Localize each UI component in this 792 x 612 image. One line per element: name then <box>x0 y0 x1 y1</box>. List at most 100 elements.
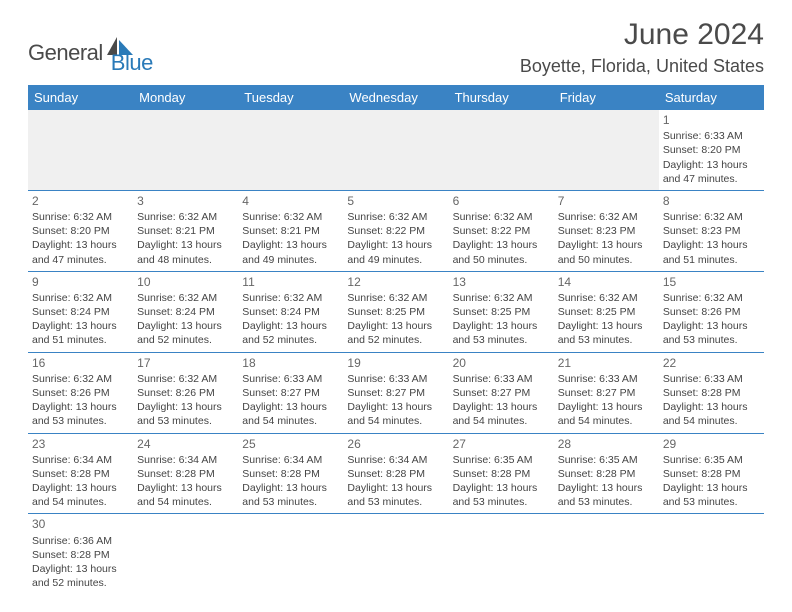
sunrise-text: Sunrise: 6:33 AM <box>347 372 444 386</box>
day-number: 30 <box>32 516 129 532</box>
sunrise-text: Sunrise: 6:35 AM <box>558 453 655 467</box>
calendar-cell: 18Sunrise: 6:33 AMSunset: 8:27 PMDayligh… <box>238 352 343 433</box>
sunrise-text: Sunrise: 6:32 AM <box>32 210 129 224</box>
day-number: 21 <box>558 355 655 371</box>
calendar-cell: 21Sunrise: 6:33 AMSunset: 8:27 PMDayligh… <box>554 352 659 433</box>
day-number: 5 <box>347 193 444 209</box>
calendar-cell: 24Sunrise: 6:34 AMSunset: 8:28 PMDayligh… <box>133 433 238 514</box>
sunset-text: Sunset: 8:25 PM <box>558 305 655 319</box>
calendar-cell: 20Sunrise: 6:33 AMSunset: 8:27 PMDayligh… <box>449 352 554 433</box>
calendar-cell: 10Sunrise: 6:32 AMSunset: 8:24 PMDayligh… <box>133 271 238 352</box>
daylight-text: Daylight: 13 hours and 49 minutes. <box>242 238 339 266</box>
sunrise-text: Sunrise: 6:32 AM <box>242 210 339 224</box>
calendar-cell: 4Sunrise: 6:32 AMSunset: 8:21 PMDaylight… <box>238 190 343 271</box>
sunrise-text: Sunrise: 6:32 AM <box>32 291 129 305</box>
calendar-cell: 19Sunrise: 6:33 AMSunset: 8:27 PMDayligh… <box>343 352 448 433</box>
sunset-text: Sunset: 8:25 PM <box>453 305 550 319</box>
logo-text-blue: Blue <box>111 50 153 76</box>
sunset-text: Sunset: 8:27 PM <box>558 386 655 400</box>
calendar-cell <box>449 110 554 190</box>
sunset-text: Sunset: 8:26 PM <box>32 386 129 400</box>
calendar-cell: 14Sunrise: 6:32 AMSunset: 8:25 PMDayligh… <box>554 271 659 352</box>
sunset-text: Sunset: 8:26 PM <box>137 386 234 400</box>
calendar-cell: 11Sunrise: 6:32 AMSunset: 8:24 PMDayligh… <box>238 271 343 352</box>
sunset-text: Sunset: 8:28 PM <box>32 467 129 481</box>
calendar-cell <box>238 110 343 190</box>
sunrise-text: Sunrise: 6:32 AM <box>558 291 655 305</box>
sunrise-text: Sunrise: 6:33 AM <box>558 372 655 386</box>
day-number: 29 <box>663 436 760 452</box>
calendar-header-row: SundayMondayTuesdayWednesdayThursdayFrid… <box>28 85 764 110</box>
sunrise-text: Sunrise: 6:32 AM <box>137 291 234 305</box>
day-number: 25 <box>242 436 339 452</box>
daylight-text: Daylight: 13 hours and 52 minutes. <box>137 319 234 347</box>
daylight-text: Daylight: 13 hours and 49 minutes. <box>347 238 444 266</box>
sunset-text: Sunset: 8:20 PM <box>32 224 129 238</box>
calendar-row: 23Sunrise: 6:34 AMSunset: 8:28 PMDayligh… <box>28 433 764 514</box>
sunset-text: Sunset: 8:23 PM <box>663 224 760 238</box>
sunset-text: Sunset: 8:20 PM <box>663 143 760 157</box>
daylight-text: Daylight: 13 hours and 54 minutes. <box>242 400 339 428</box>
sunset-text: Sunset: 8:23 PM <box>558 224 655 238</box>
daylight-text: Daylight: 13 hours and 53 minutes. <box>558 481 655 509</box>
sunset-text: Sunset: 8:28 PM <box>137 467 234 481</box>
sunrise-text: Sunrise: 6:35 AM <box>453 453 550 467</box>
daylight-text: Daylight: 13 hours and 52 minutes. <box>347 319 444 347</box>
sunrise-text: Sunrise: 6:33 AM <box>663 372 760 386</box>
sunrise-text: Sunrise: 6:32 AM <box>242 291 339 305</box>
day-number: 9 <box>32 274 129 290</box>
day-header: Sunday <box>28 85 133 110</box>
sunrise-text: Sunrise: 6:32 AM <box>558 210 655 224</box>
sunrise-text: Sunrise: 6:32 AM <box>347 210 444 224</box>
sunrise-text: Sunrise: 6:36 AM <box>32 534 129 548</box>
daylight-text: Daylight: 13 hours and 48 minutes. <box>137 238 234 266</box>
sunrise-text: Sunrise: 6:34 AM <box>347 453 444 467</box>
day-number: 24 <box>137 436 234 452</box>
sunset-text: Sunset: 8:25 PM <box>347 305 444 319</box>
location: Boyette, Florida, United States <box>520 56 764 77</box>
daylight-text: Daylight: 13 hours and 54 minutes. <box>558 400 655 428</box>
day-header: Monday <box>133 85 238 110</box>
daylight-text: Daylight: 13 hours and 53 minutes. <box>453 481 550 509</box>
daylight-text: Daylight: 13 hours and 54 minutes. <box>137 481 234 509</box>
calendar-cell: 28Sunrise: 6:35 AMSunset: 8:28 PMDayligh… <box>554 433 659 514</box>
day-number: 12 <box>347 274 444 290</box>
calendar-body: 1Sunrise: 6:33 AMSunset: 8:20 PMDaylight… <box>28 110 764 594</box>
sunset-text: Sunset: 8:28 PM <box>663 467 760 481</box>
calendar-cell: 6Sunrise: 6:32 AMSunset: 8:22 PMDaylight… <box>449 190 554 271</box>
calendar-cell: 29Sunrise: 6:35 AMSunset: 8:28 PMDayligh… <box>659 433 764 514</box>
calendar-cell: 17Sunrise: 6:32 AMSunset: 8:26 PMDayligh… <box>133 352 238 433</box>
calendar-cell <box>343 514 448 594</box>
calendar-cell: 9Sunrise: 6:32 AMSunset: 8:24 PMDaylight… <box>28 271 133 352</box>
calendar-cell <box>133 110 238 190</box>
sunrise-text: Sunrise: 6:34 AM <box>137 453 234 467</box>
day-number: 6 <box>453 193 550 209</box>
day-number: 15 <box>663 274 760 290</box>
calendar-cell: 13Sunrise: 6:32 AMSunset: 8:25 PMDayligh… <box>449 271 554 352</box>
sunset-text: Sunset: 8:22 PM <box>347 224 444 238</box>
daylight-text: Daylight: 13 hours and 54 minutes. <box>32 481 129 509</box>
day-header: Tuesday <box>238 85 343 110</box>
calendar-cell <box>449 514 554 594</box>
sunrise-text: Sunrise: 6:32 AM <box>663 291 760 305</box>
daylight-text: Daylight: 13 hours and 52 minutes. <box>32 562 129 590</box>
daylight-text: Daylight: 13 hours and 54 minutes. <box>663 400 760 428</box>
sunset-text: Sunset: 8:28 PM <box>453 467 550 481</box>
day-number: 7 <box>558 193 655 209</box>
calendar-row: 9Sunrise: 6:32 AMSunset: 8:24 PMDaylight… <box>28 271 764 352</box>
day-header: Saturday <box>659 85 764 110</box>
daylight-text: Daylight: 13 hours and 54 minutes. <box>453 400 550 428</box>
day-number: 18 <box>242 355 339 371</box>
calendar-cell: 3Sunrise: 6:32 AMSunset: 8:21 PMDaylight… <box>133 190 238 271</box>
calendar-cell: 12Sunrise: 6:32 AMSunset: 8:25 PMDayligh… <box>343 271 448 352</box>
daylight-text: Daylight: 13 hours and 53 minutes. <box>663 319 760 347</box>
calendar-cell: 26Sunrise: 6:34 AMSunset: 8:28 PMDayligh… <box>343 433 448 514</box>
calendar-cell: 25Sunrise: 6:34 AMSunset: 8:28 PMDayligh… <box>238 433 343 514</box>
day-number: 20 <box>453 355 550 371</box>
calendar-cell: 27Sunrise: 6:35 AMSunset: 8:28 PMDayligh… <box>449 433 554 514</box>
header: General Blue June 2024 Boyette, Florida,… <box>28 18 764 77</box>
sunrise-text: Sunrise: 6:32 AM <box>453 291 550 305</box>
month-title: June 2024 <box>520 18 764 52</box>
sunset-text: Sunset: 8:27 PM <box>453 386 550 400</box>
sunset-text: Sunset: 8:28 PM <box>347 467 444 481</box>
